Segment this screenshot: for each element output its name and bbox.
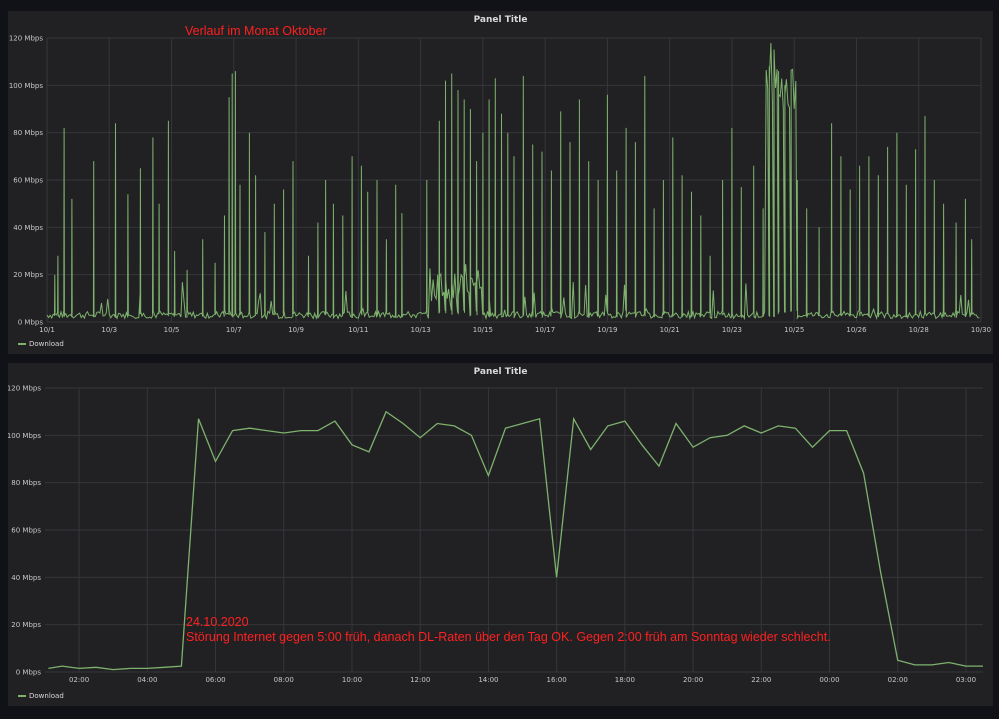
daily-panel: Panel Title 0 Mbps 20 Mbps 40 Mbps 60 Mbps 8…	[8, 363, 993, 706]
y-tick-label: 80 Mbps	[11, 479, 41, 487]
x-tick-label: 10/25	[784, 326, 804, 334]
x-tick-label: 10/13	[411, 326, 431, 334]
y-tick-label: 100 Mbps	[9, 82, 44, 90]
x-tick-label: 10/3	[101, 326, 117, 334]
x-tick-label: 18:00	[615, 676, 635, 684]
x-tick-label: 10/1	[39, 326, 55, 334]
month-annotation: Verlauf im Monat Oktober	[185, 24, 327, 38]
daily-chart: 0 Mbps 20 Mbps 40 Mbps 60 Mbps 80 Mbps 100 Mb…	[8, 385, 983, 684]
x-tick-label: 06:00	[205, 676, 225, 684]
x-tick-label: 14:00	[478, 676, 498, 684]
monthly-chart: 0 Mbps 20 Mbps 40 Mbps 60 Mbps 80 Mbps 100 Mb…	[9, 35, 991, 335]
day-annotation: 24.10.2020 Störung Internet gegen 5:00 f…	[186, 615, 831, 645]
y-tick-label: 0 Mbps	[18, 319, 44, 327]
x-tick-label: 10/7	[226, 326, 242, 334]
y-tick-label: 0 Mbps	[16, 669, 42, 677]
x-tick-label: 00:00	[819, 676, 839, 684]
x-tick-label: 10/5	[164, 326, 180, 334]
y-tick-label: 120 Mbps	[8, 385, 41, 393]
x-tick-label: 10/11	[348, 326, 368, 334]
x-tick-label: 16:00	[547, 676, 567, 684]
x-tick-label: 03:00	[956, 676, 976, 684]
x-tick-label: 12:00	[410, 676, 430, 684]
x-tick-label: 10/17	[535, 326, 555, 334]
y-tick-label: 40 Mbps	[11, 574, 41, 582]
legend-swatch	[18, 695, 26, 697]
x-tick-label: 22:00	[751, 676, 771, 684]
x-tick-label: 10/28	[909, 326, 929, 334]
x-tick-label: 08:00	[274, 676, 294, 684]
day-annotation-date: 24.10.2020	[186, 615, 249, 629]
y-tick-label: 60 Mbps	[11, 527, 41, 535]
series-line-download[interactable]	[48, 410, 983, 671]
y-tick-label: 100 Mbps	[8, 432, 41, 440]
legend-label: Download	[29, 340, 64, 348]
day-annotation-text: Störung Internet gegen 5:00 früh, danach…	[186, 630, 831, 644]
y-tick-label: 120 Mbps	[9, 35, 44, 43]
x-tick-label: 10/9	[288, 326, 304, 334]
x-tick-label: 02:00	[888, 676, 908, 684]
y-tick-label: 60 Mbps	[13, 177, 43, 185]
panel-title[interactable]: Panel Title	[473, 367, 528, 377]
x-tick-label: 20:00	[683, 676, 703, 684]
x-tick-label: 10:00	[342, 676, 362, 684]
legend-swatch	[18, 343, 26, 345]
legend-label: Download	[29, 692, 64, 700]
panel-title[interactable]: Panel Title	[473, 15, 528, 25]
monthly-panel: Panel Title 0 Mbps 20 Mbps 40 Mbps 60 Mbps 8…	[8, 11, 993, 354]
y-tick-label: 40 Mbps	[13, 224, 43, 232]
y-tick-label: 20 Mbps	[11, 621, 41, 629]
series-line-download[interactable]	[46, 42, 980, 321]
y-tick-label: 80 Mbps	[13, 129, 43, 137]
x-tick-label: 10/30	[971, 326, 991, 334]
x-tick-label: 10/26	[846, 326, 867, 334]
x-tick-label: 10/21	[660, 326, 680, 334]
legend[interactable]: Download	[18, 340, 64, 348]
x-tick-label: 10/19	[597, 326, 617, 334]
x-tick-label: 10/15	[473, 326, 493, 334]
legend[interactable]: Download	[18, 692, 64, 700]
x-tick-label: 04:00	[137, 676, 157, 684]
y-tick-label: 20 Mbps	[13, 271, 43, 279]
x-tick-label: 02:00	[69, 676, 89, 684]
x-tick-label: 10/23	[722, 326, 742, 334]
